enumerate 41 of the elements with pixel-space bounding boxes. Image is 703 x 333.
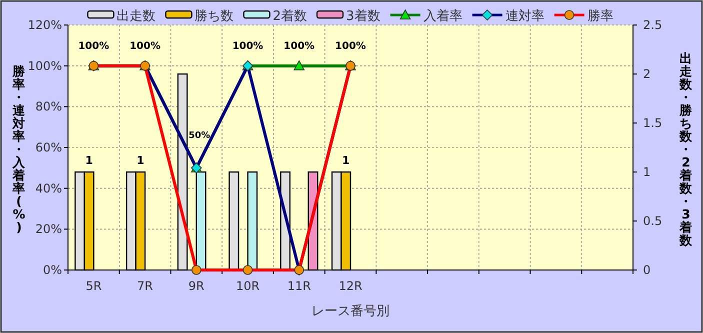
- x-tick-label: 11R: [287, 279, 311, 293]
- y-axis-title: 勝率・連対率・入着率(%): [12, 64, 26, 234]
- data-label: 100%: [130, 40, 160, 52]
- data-label: 1: [136, 154, 144, 167]
- data-label: 100%: [232, 40, 264, 52]
- y-tick-label: 100%: [28, 58, 62, 73]
- data-label: 1: [85, 154, 93, 167]
- data-label: 50%: [188, 130, 210, 141]
- y2-tick-label: 2: [643, 67, 651, 81]
- legend-label: 2着数: [272, 8, 307, 24]
- legend-label: 勝ち数: [194, 9, 234, 24]
- point: [294, 60, 305, 70]
- y2-tick-label: 0: [643, 263, 651, 277]
- point: [192, 265, 202, 275]
- data-label: 1: [342, 154, 350, 167]
- x-tick-label: 9R: [188, 279, 204, 293]
- legend-label: 3着数: [346, 8, 380, 24]
- y2-axis-title: 出走数・勝ち数・2着数・3着数: [680, 50, 692, 248]
- data-label: 100%: [284, 40, 315, 52]
- y-tick-label: 80%: [35, 100, 62, 114]
- x-tick-label: 7R: [137, 279, 154, 293]
- legend-label: 勝率: [587, 8, 614, 24]
- data-label: 100%: [78, 40, 110, 52]
- legend-label: 連対率: [505, 8, 544, 24]
- y2-tick-label: 1: [643, 165, 651, 179]
- x-tick-label: 10R: [236, 279, 260, 293]
- x-tick-label: 12R: [338, 279, 362, 293]
- y-tick-label: 20%: [35, 222, 62, 236]
- data-label: 100%: [335, 40, 366, 52]
- y-tick-label: 120%: [28, 18, 62, 32]
- legend-label: 出走数: [116, 9, 156, 24]
- y2-tick-label: 1.5: [643, 116, 662, 130]
- x-tick-label: 5R: [86, 279, 102, 293]
- point: [242, 265, 253, 275]
- legend-label: 入着率: [423, 8, 462, 24]
- y2-tick-label: 2.5: [643, 18, 662, 32]
- x-axis-title: レース番号別: [312, 304, 390, 319]
- y-tick-label: 0%: [42, 263, 62, 277]
- y-tick-label: 60%: [35, 140, 62, 154]
- y2-tick-label: 0.5: [643, 214, 662, 228]
- y-tick-label: 40%: [35, 181, 62, 196]
